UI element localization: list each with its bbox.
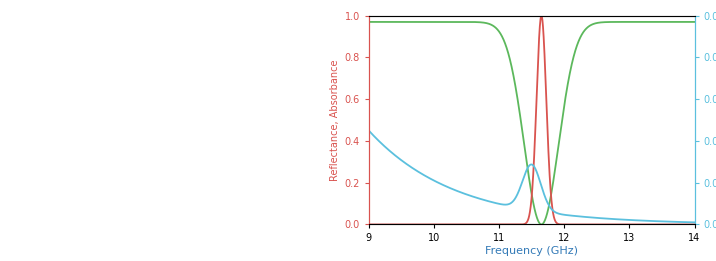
X-axis label: Frequency (GHz): Frequency (GHz) [485,246,578,256]
Y-axis label: Reflectance, Absorbance: Reflectance, Absorbance [330,59,340,181]
